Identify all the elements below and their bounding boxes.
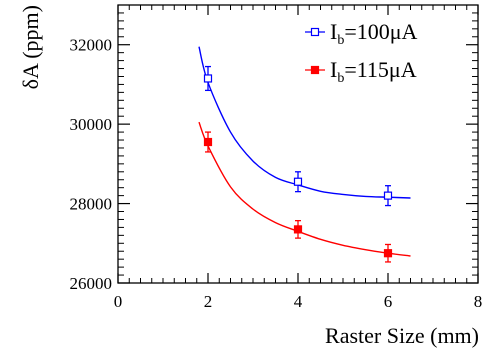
y-tick-label: 32000 [70, 36, 113, 55]
x-tick-label: 4 [294, 292, 303, 311]
y-axis-title: δA (ppm) [18, 5, 43, 89]
x-tick-label: 2 [204, 292, 213, 311]
plot-frame [117, 4, 479, 284]
x-tick-label: 6 [384, 292, 393, 311]
y-axis: 26000 28000 30000 32000 [70, 4, 478, 293]
x-tick-label: 8 [474, 292, 483, 311]
y-tick-label: 28000 [70, 195, 113, 214]
legend: Ib=100μA Ib=115μA [305, 19, 418, 86]
data-point-series-2 [203, 137, 213, 147]
data-points [203, 65, 393, 263]
fit-curve-series-2 [198, 121, 411, 257]
legend-marker [310, 65, 320, 75]
y-tick-label: 30000 [70, 115, 113, 134]
x-axis-title: Raster Size (mm) [325, 323, 479, 348]
legend-label-series-1: Ib=100μA [330, 19, 418, 48]
x-tick-label: 0 [114, 292, 123, 311]
legend-label-series-2: Ib=115μA [330, 57, 417, 86]
data-point-series-1 [293, 177, 303, 186]
y-tick-label: 26000 [70, 274, 113, 293]
data-point-series-2 [383, 249, 393, 258]
data-point-series-1 [203, 74, 213, 83]
plot-border [117, 4, 479, 284]
x-axis: 0 2 4 6 8 [114, 5, 483, 311]
data-point-series-2 [293, 225, 303, 234]
data-point-series-1 [383, 191, 393, 200]
legend-marker [310, 27, 320, 37]
